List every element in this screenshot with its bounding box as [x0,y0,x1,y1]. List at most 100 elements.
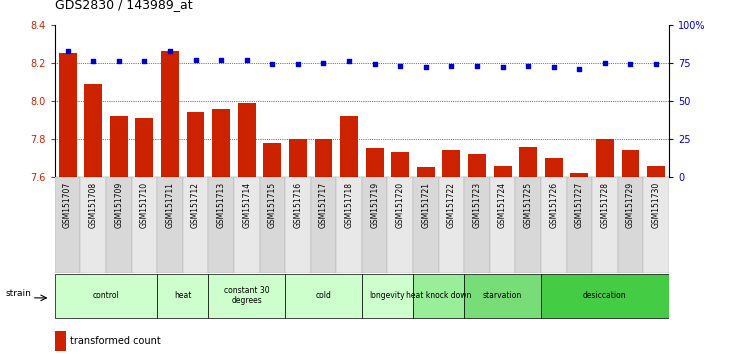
Text: GSM151714: GSM151714 [242,182,251,228]
FancyBboxPatch shape [413,274,464,318]
FancyBboxPatch shape [285,274,362,318]
Text: GSM151720: GSM151720 [395,182,405,228]
Text: GSM151730: GSM151730 [651,182,661,228]
Bar [208,177,234,273]
FancyBboxPatch shape [464,274,541,318]
Bar [545,158,563,177]
Text: GSM151719: GSM151719 [370,182,379,228]
Text: GSM151722: GSM151722 [447,182,456,228]
Point [496,64,508,70]
Text: desiccation: desiccation [583,291,626,300]
Point [445,63,457,69]
Text: GSM151717: GSM151717 [319,182,328,228]
Text: GSM151727: GSM151727 [575,182,584,228]
FancyBboxPatch shape [362,274,413,318]
Text: GSM151707: GSM151707 [63,182,72,228]
Point [61,48,73,53]
Bar [132,177,157,273]
Text: control: control [93,291,119,300]
Bar [58,53,77,177]
Point [87,58,99,64]
Text: transformed count: transformed count [70,336,161,346]
Point [164,48,175,53]
FancyBboxPatch shape [541,274,669,318]
Point [420,64,431,70]
Text: constant 30
degrees: constant 30 degrees [224,286,270,305]
Bar [161,51,179,177]
Point [292,62,303,67]
Text: GSM151718: GSM151718 [344,182,354,228]
Bar [647,166,665,177]
Bar [289,139,307,177]
FancyBboxPatch shape [208,274,285,318]
Bar [468,154,486,177]
Bar [260,177,285,273]
Point [113,58,124,64]
Bar [541,177,567,273]
Text: cold: cold [316,291,331,300]
Bar [519,147,537,177]
Bar [263,143,281,177]
Text: GSM151726: GSM151726 [549,182,558,228]
Point [599,60,610,66]
Bar [366,148,384,177]
Bar [592,177,618,273]
Bar [80,177,106,273]
Bar [55,177,80,273]
Text: GSM151729: GSM151729 [626,182,635,228]
Text: GSM151708: GSM151708 [88,182,98,228]
Bar [84,84,102,177]
Bar [567,177,592,273]
Bar [110,116,128,177]
Bar [464,177,490,273]
Bar [340,116,358,177]
Point [240,57,252,63]
Text: GSM151710: GSM151710 [140,182,149,228]
FancyBboxPatch shape [55,274,157,318]
Bar [570,173,588,177]
Text: GSM151721: GSM151721 [421,182,431,228]
Point [394,63,406,69]
Point [650,62,662,67]
Bar [417,167,435,177]
Text: starvation: starvation [483,291,522,300]
Bar [55,331,66,351]
Bar [234,177,260,273]
Point [317,60,329,66]
Bar [186,112,205,177]
Text: heat knock down: heat knock down [406,291,471,300]
Point [368,62,380,67]
FancyBboxPatch shape [157,274,208,318]
Bar [618,177,643,273]
Bar [515,177,541,273]
Bar [643,177,669,273]
Bar [314,139,333,177]
Bar [387,177,413,273]
Bar [212,108,230,177]
Bar [336,177,362,273]
Text: GSM151715: GSM151715 [268,182,277,228]
Bar [596,139,614,177]
Point [548,64,559,70]
Bar [442,150,461,177]
Text: GSM151712: GSM151712 [191,182,200,228]
Bar [106,177,132,273]
Bar [311,177,336,273]
Point [215,57,227,63]
Bar [493,166,512,177]
Bar [135,118,154,177]
Point [266,62,278,67]
Bar [285,177,311,273]
Text: GDS2830 / 143989_at: GDS2830 / 143989_at [55,0,192,11]
Bar [439,177,464,273]
Text: GSM151723: GSM151723 [472,182,482,228]
Point [522,63,534,69]
Bar [490,177,515,273]
Point [573,66,585,72]
Point [471,63,482,69]
Text: GSM151716: GSM151716 [293,182,303,228]
Bar [391,152,409,177]
Bar [413,177,439,273]
Bar [183,177,208,273]
Point [138,58,150,64]
